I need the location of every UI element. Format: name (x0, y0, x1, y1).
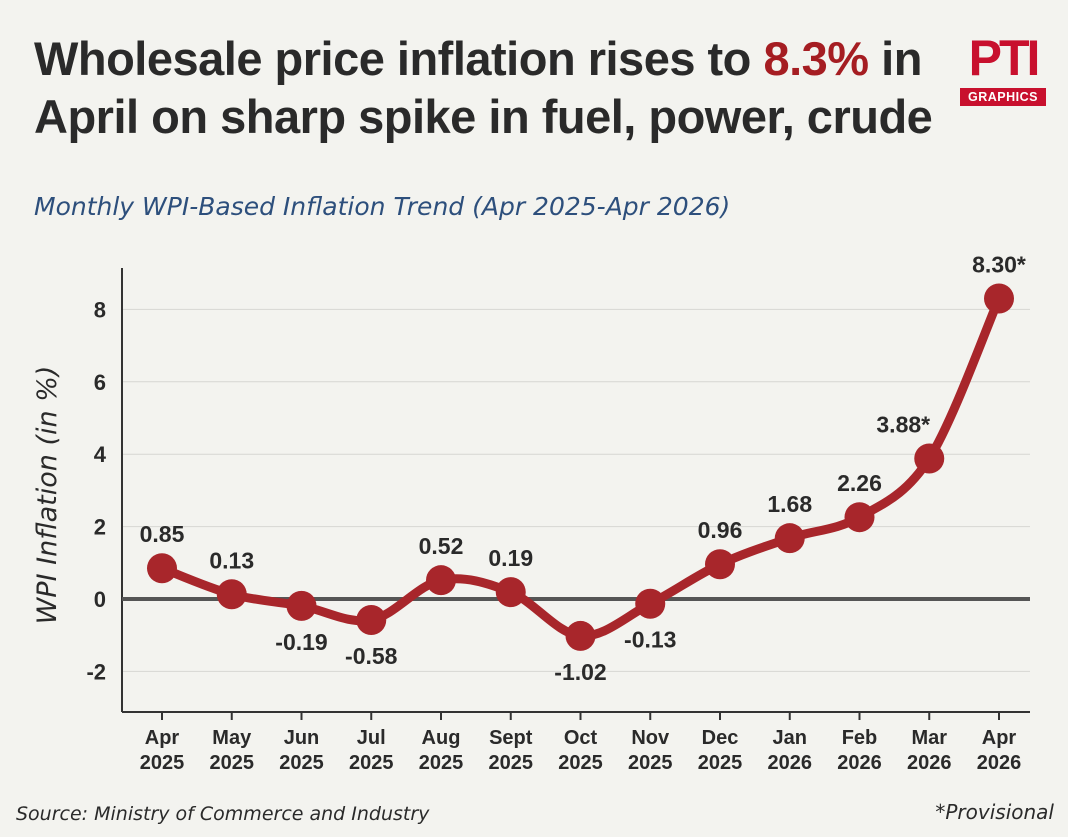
line-layer (157, 294, 1004, 641)
x-tick-label-year: 2025 (489, 752, 534, 774)
data-point (705, 549, 735, 580)
data-point (914, 443, 945, 474)
data-point (984, 283, 1014, 314)
x-tick-label-year: 2025 (349, 752, 394, 774)
x-tick-label-year: 2025 (279, 752, 324, 774)
x-tick-label-month: Oct (564, 727, 598, 749)
data-label: 8.30* (972, 252, 1026, 278)
x-tick-label-month: Jan (773, 727, 807, 749)
y-tick-label: 4 (94, 442, 107, 467)
data-point (356, 604, 387, 635)
title-part2: in April on sharp spike in fuel, power, … (34, 32, 933, 143)
x-tick-label-month: May (212, 727, 252, 749)
data-point (426, 565, 456, 596)
data-label: 0.19 (488, 545, 533, 571)
x-tick-label-month: Feb (842, 727, 878, 749)
title-part1: Wholesale price inflation rises to (34, 32, 764, 85)
data-point (147, 553, 177, 584)
data-point (844, 502, 875, 533)
x-tick-label-year: 2025 (210, 752, 255, 774)
x-tick-label-month: Nov (631, 727, 670, 749)
data-point (635, 588, 666, 619)
data-label: 1.68 (767, 491, 812, 517)
source-note: Source: Ministry of Commerce and Industr… (16, 803, 430, 825)
data-label: -0.58 (345, 643, 398, 669)
data-label: -0.13 (624, 627, 676, 653)
y-tick-label: 6 (94, 370, 106, 395)
y-axis-title: WPI Inflation (in %) (32, 366, 63, 625)
x-tick-label-month: Mar (911, 727, 947, 749)
x-tick-label-month: Sept (489, 727, 533, 749)
x-tick-label-year: 2025 (628, 752, 673, 774)
y-tick-label: -2 (86, 659, 106, 684)
grid-layer (122, 308, 1030, 672)
x-tick-label-year: 2026 (977, 752, 1022, 774)
x-tick-label-year: 2026 (907, 752, 952, 774)
data-label: 0.96 (698, 517, 743, 543)
data-point (495, 577, 526, 608)
x-tick-label-month: Jun (284, 727, 320, 749)
data-label: 0.85 (140, 521, 185, 547)
x-tick-label-year: 2025 (140, 752, 185, 774)
x-tick-label-month: Apr (982, 727, 1017, 749)
pti-logo-tag: GRAPHICS (960, 88, 1046, 106)
data-label: -1.02 (554, 659, 606, 685)
point-layer (147, 283, 1014, 651)
data-point (774, 523, 805, 554)
x-tick-label-month: Dec (702, 727, 739, 749)
chart-title: Wholesale price inflation rises to 8.3% … (34, 30, 934, 146)
x-tick-label-month: Jul (357, 727, 386, 749)
x-tick-label-year: 2025 (419, 752, 464, 774)
y-tick-label: 2 (94, 515, 106, 540)
label-layer: 0.85 0.13 -0.19 -0.58 0.52 0.19 -1.02 -0.13 0.96… (140, 252, 1026, 685)
x-tick-label-month: Aug (422, 727, 461, 749)
data-point (216, 579, 247, 610)
data-label: 0.52 (419, 533, 464, 559)
data-label: 3.88* (876, 412, 930, 438)
data-point (286, 590, 317, 621)
axis-layer: -2 0 2 4 6 8 Apr 2025 May 2025 Jun 2025 Jul 2025 Aug 20… (32, 268, 1030, 774)
data-label: -0.19 (275, 629, 327, 655)
pti-graphics-logo: PTI GRAPHICS (958, 30, 1048, 106)
x-tick-label-year: 2026 (768, 752, 813, 774)
pti-logo-mark: PTI (958, 30, 1048, 86)
x-tick-label-month: Apr (145, 727, 180, 749)
y-tick-label: 0 (94, 587, 106, 612)
y-tick-label: 8 (94, 297, 106, 322)
chart-subtitle: Monthly WPI-Based Inflation Trend (Apr 2… (34, 192, 731, 221)
x-tick-label-year: 2025 (698, 752, 743, 774)
data-label: 0.13 (209, 547, 254, 573)
provisional-note: *Provisional (935, 800, 1054, 824)
data-point (565, 620, 596, 651)
data-label: 2.26 (837, 470, 882, 496)
series-line (157, 294, 1004, 641)
x-tick-label-year: 2025 (558, 752, 603, 774)
title-highlight: 8.3% (763, 32, 869, 85)
x-tick-label-year: 2026 (837, 752, 882, 774)
